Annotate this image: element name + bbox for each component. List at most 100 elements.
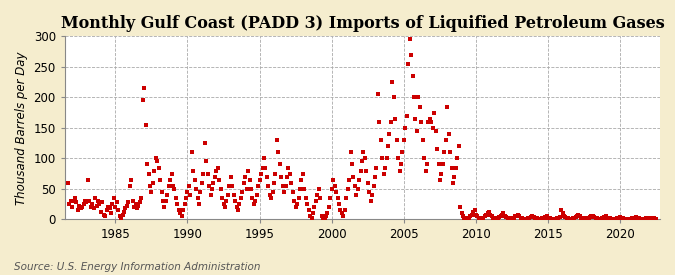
Point — [344, 178, 354, 182]
Point — [84, 199, 95, 203]
Point — [67, 205, 78, 209]
Point — [288, 190, 298, 194]
Point — [625, 217, 636, 221]
Point — [186, 150, 197, 155]
Point — [326, 187, 337, 191]
Point — [403, 62, 414, 66]
Point — [406, 53, 416, 57]
Point — [626, 216, 637, 220]
Point — [299, 187, 310, 191]
Point — [591, 215, 601, 220]
Point — [583, 215, 594, 220]
Point — [231, 205, 242, 209]
Point — [213, 165, 223, 170]
Point — [358, 150, 369, 155]
Point — [87, 202, 98, 206]
Point — [281, 175, 292, 179]
Point — [228, 193, 239, 197]
Point — [629, 215, 640, 220]
Point — [345, 150, 356, 155]
Point — [142, 162, 153, 167]
Point — [634, 216, 645, 220]
Point — [603, 216, 614, 220]
Point — [394, 168, 405, 173]
Point — [165, 178, 176, 182]
Point — [637, 217, 647, 221]
Point — [192, 196, 203, 200]
Point — [606, 217, 617, 221]
Point — [218, 202, 229, 206]
Point — [201, 159, 212, 164]
Point — [398, 138, 409, 142]
Point — [115, 215, 126, 220]
Point — [296, 178, 307, 182]
Point — [143, 171, 154, 176]
Point — [189, 178, 200, 182]
Point — [101, 208, 112, 213]
Point — [387, 80, 398, 84]
Point — [643, 216, 653, 220]
Point — [310, 199, 321, 203]
Point — [556, 208, 566, 213]
Point — [370, 175, 381, 179]
Point — [273, 150, 284, 155]
Point — [243, 168, 254, 173]
Point — [179, 202, 190, 206]
Point — [128, 199, 138, 203]
Point — [393, 156, 404, 161]
Point — [167, 184, 178, 188]
Point — [250, 199, 261, 203]
Point — [516, 215, 526, 220]
Point — [460, 216, 471, 220]
Point — [648, 216, 659, 220]
Point — [117, 212, 128, 217]
Point — [429, 111, 439, 115]
Point — [450, 165, 461, 170]
Point — [172, 202, 183, 206]
Point — [224, 184, 235, 188]
Point — [380, 165, 391, 170]
Point — [449, 175, 460, 179]
Point — [333, 202, 344, 206]
Point — [518, 217, 529, 221]
Point — [452, 156, 462, 161]
Point — [477, 217, 487, 221]
Point — [609, 217, 620, 221]
Point — [163, 184, 174, 188]
Point — [321, 214, 331, 219]
Point — [80, 199, 90, 203]
Point — [416, 120, 427, 124]
Point — [134, 200, 145, 205]
Point — [621, 217, 632, 221]
Point — [413, 95, 424, 100]
Point — [277, 184, 288, 188]
Point — [631, 215, 642, 219]
Point — [585, 215, 595, 219]
Point — [595, 217, 605, 221]
Point — [153, 165, 164, 170]
Point — [298, 171, 308, 176]
Point — [325, 196, 335, 200]
Point — [233, 208, 244, 213]
Point — [338, 214, 349, 219]
Point — [443, 132, 454, 136]
Point — [392, 138, 402, 142]
Point — [521, 217, 532, 221]
Point — [270, 171, 281, 176]
Point — [602, 215, 613, 220]
Point — [540, 215, 551, 219]
Point — [445, 150, 456, 155]
Point — [426, 120, 437, 124]
Point — [252, 184, 263, 188]
Point — [207, 187, 217, 191]
Point — [76, 206, 86, 211]
Point — [248, 202, 259, 206]
Point — [159, 205, 170, 209]
Point — [95, 210, 106, 214]
Point — [507, 216, 518, 220]
Point — [440, 138, 451, 142]
Point — [211, 168, 221, 173]
Point — [454, 144, 464, 148]
Point — [217, 196, 227, 200]
Point — [342, 187, 353, 191]
